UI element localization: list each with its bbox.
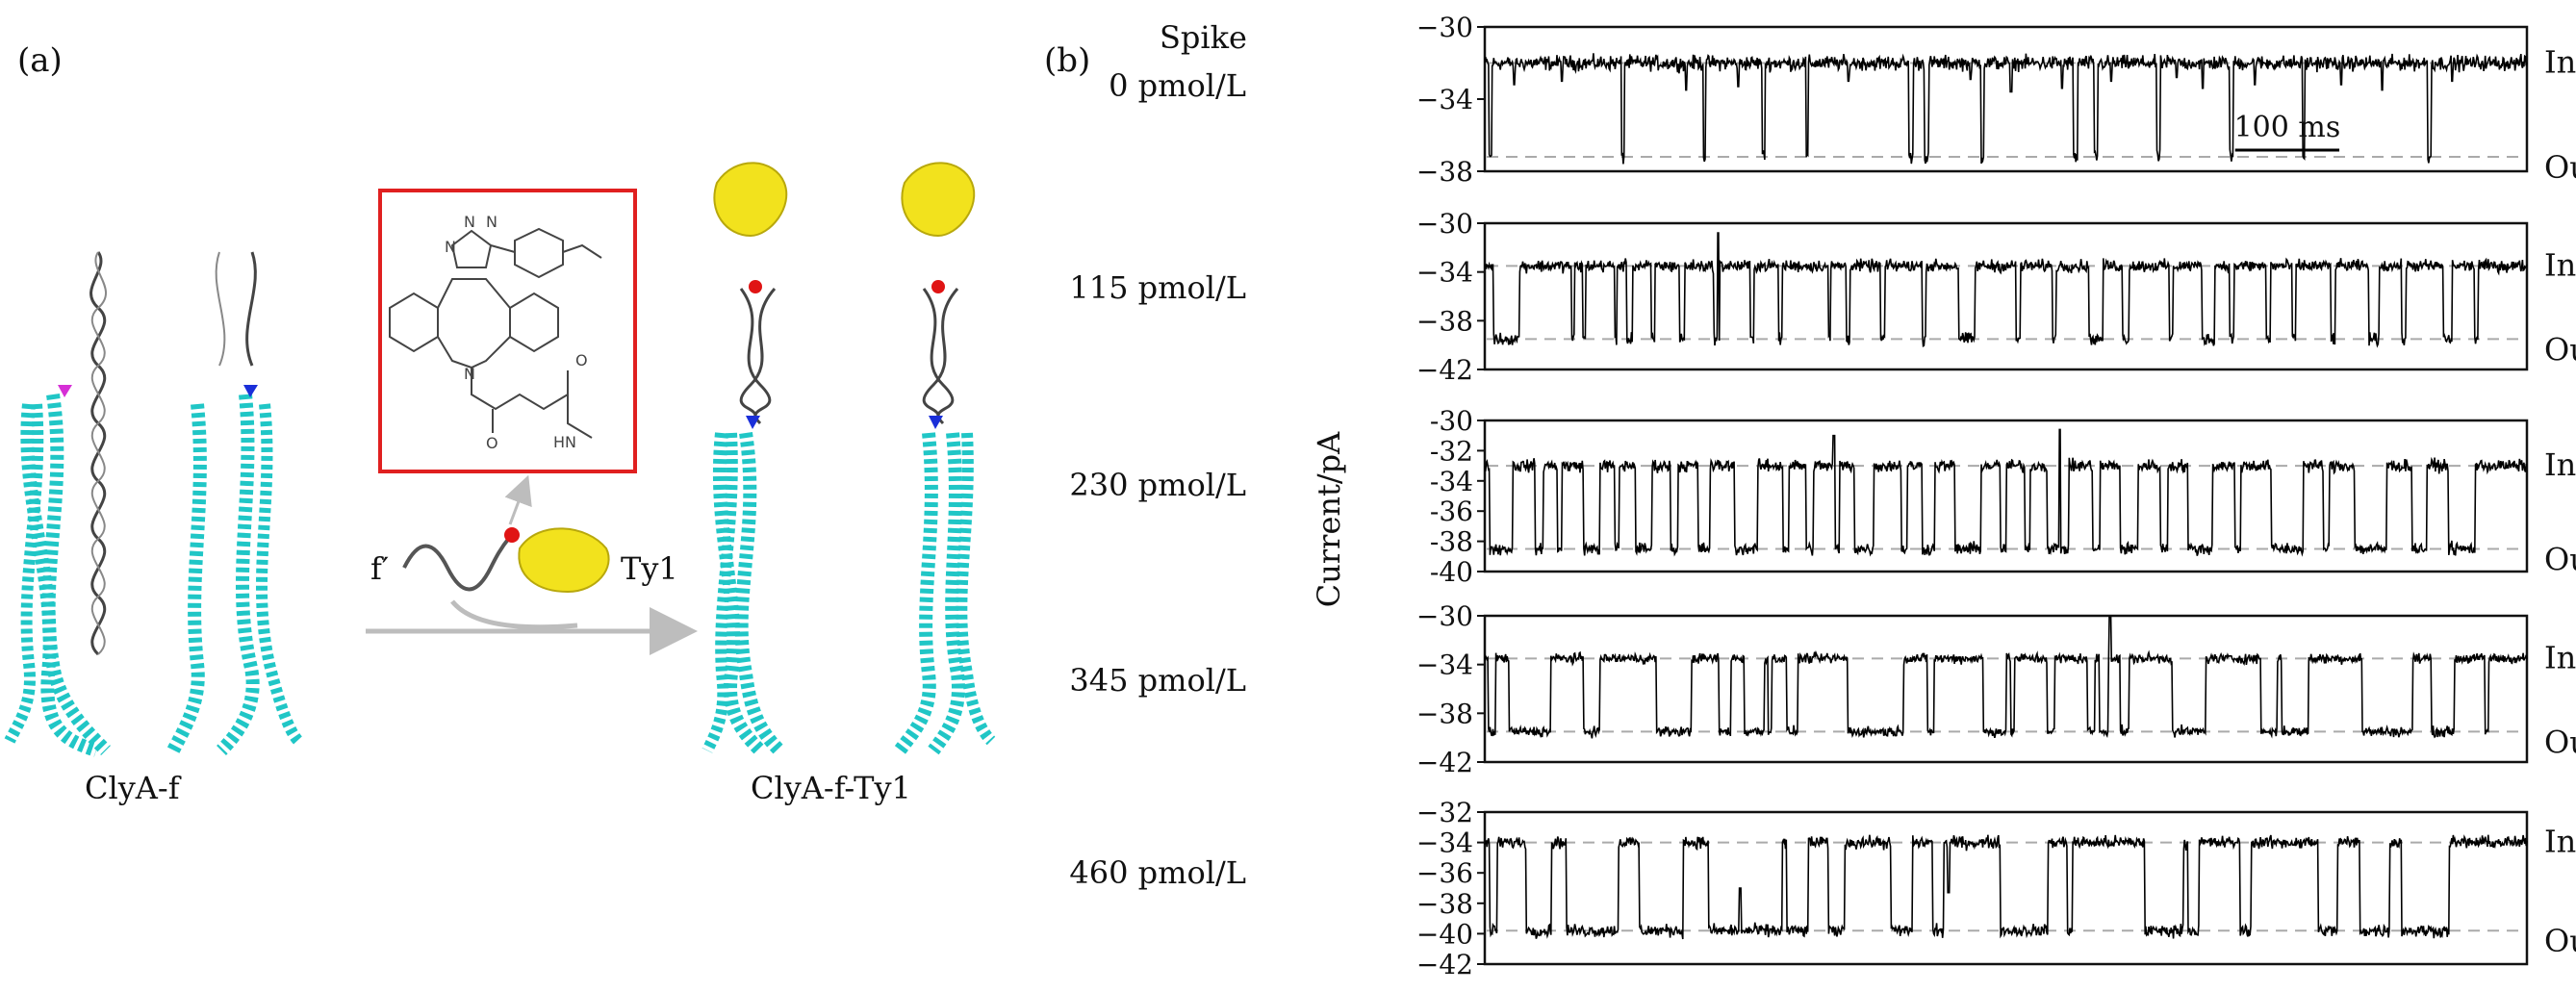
state-out-label: Out [2544,331,2576,368]
concentration-label: 230 pmol/L [1069,467,1246,503]
atom-label: O [575,351,588,369]
linker-label: f′ [370,550,389,587]
y-tick-label: -30 [1430,405,1473,437]
state-out-label: Out [2544,541,2576,577]
y-tick-label: −38 [1416,888,1473,920]
trace-frame [1483,221,2529,371]
clya-f-ty1-right-monomer [894,162,996,755]
y-tick-label: −42 [1416,747,1473,778]
state-in-label: In [2544,44,2576,81]
chemical-structure-box [378,189,637,473]
state-out-label: Out [2544,923,2576,959]
state-out-label: Out [2544,149,2576,186]
clya-f-left-helices [4,385,111,757]
panel-b-label: (b) [1044,41,1090,80]
scale-bar-label: 100 ms [2234,111,2341,144]
tag-blue-icon [929,416,943,429]
state-in-label: In [2544,824,2576,860]
state-out-label: Out [2544,724,2576,760]
tag-magenta-icon [58,385,72,397]
y-tick-label: −30 [1416,208,1473,240]
current-trace-line [1484,834,2528,940]
y-tick-label: -32 [1430,435,1473,467]
current-trace-line [1484,53,2528,165]
concentration-label: 0 pmol/L [1109,67,1246,104]
trace-frame [1483,810,2529,966]
trace-frame [1483,25,2529,173]
state-in-label: In [2544,639,2576,675]
panel-a-schematic: (a) ClyA-f N N N N O O HN [4,41,996,806]
current-trace-line [1484,232,2528,348]
spike-header: Spike [1160,19,1247,56]
left-construct-label: ClyA-f [85,770,182,806]
y-tick-label: −34 [1416,827,1473,859]
linker-strand-icon [402,535,512,592]
atom-label: N [464,365,475,383]
atom-label: N [445,238,456,256]
y-tick-label: -34 [1430,466,1473,497]
chemical-structure-icon: N N N N O O HN [389,213,602,452]
concentration-label: 345 pmol/L [1069,662,1246,699]
clya-f-left-monomer [89,251,107,656]
tag-red-icon [931,280,945,293]
clya-f-ty1-left-monomer [701,162,788,755]
current-trace-line [1484,428,2528,557]
concentration-label: 460 pmol/L [1069,854,1246,891]
trace-panels: 0 pmol/L −30 −34 −38 In Out 100 ms 115 pmol/L −3… [1069,12,2576,980]
state-in-label: In [2544,246,2576,283]
right-construct-label: ClyA-f-Ty1 [751,770,911,806]
tag-red-icon [749,280,762,293]
clya-f-right-monomer [166,251,303,755]
atom-label: N [486,213,497,231]
atom-label: O [486,434,498,452]
y-tick-label: -40 [1430,556,1473,588]
y-tick-label: -36 [1430,496,1473,527]
structure-pointer-arrow [504,474,532,525]
y-tick-label: −32 [1416,797,1473,828]
tag-blue-icon [746,416,760,429]
y-tick-label: −38 [1416,698,1473,729]
atom-label: N [464,213,475,231]
y-tick-label: −36 [1416,857,1473,889]
trace-frame [1483,419,2529,573]
tag-red-icon [504,527,520,543]
panel-b-traces: (b) Spike Current/pA 0 pmol/L −30 −34 −38 In… [1044,12,2576,980]
atom-label: HN [553,433,576,451]
y-tick-label: −30 [1416,12,1473,43]
tag-blue-icon [243,385,258,397]
concentration-label: 115 pmol/L [1069,269,1246,306]
y-tick-label: −34 [1416,84,1473,115]
y-tick-label: −42 [1416,949,1473,980]
trace-frame [1483,614,2529,764]
state-in-label: In [2544,446,2576,483]
panel-a-label: (a) [17,41,63,80]
y-tick-label: −30 [1416,600,1473,632]
y-tick-label: -38 [1430,526,1473,558]
y-tick-label: −40 [1416,918,1473,950]
nanobody-label: Ty1 [621,550,678,587]
y-axis-label: Current/pA [1311,431,1347,607]
nanobody-icon [518,527,610,594]
current-trace-line [1484,616,2528,739]
reaction-curve-arrow [450,599,578,630]
y-tick-label: −42 [1416,354,1473,386]
y-tick-label: −34 [1416,649,1473,681]
y-tick-label: −38 [1416,305,1473,337]
y-tick-label: −38 [1416,156,1473,188]
y-tick-label: −34 [1416,257,1473,289]
